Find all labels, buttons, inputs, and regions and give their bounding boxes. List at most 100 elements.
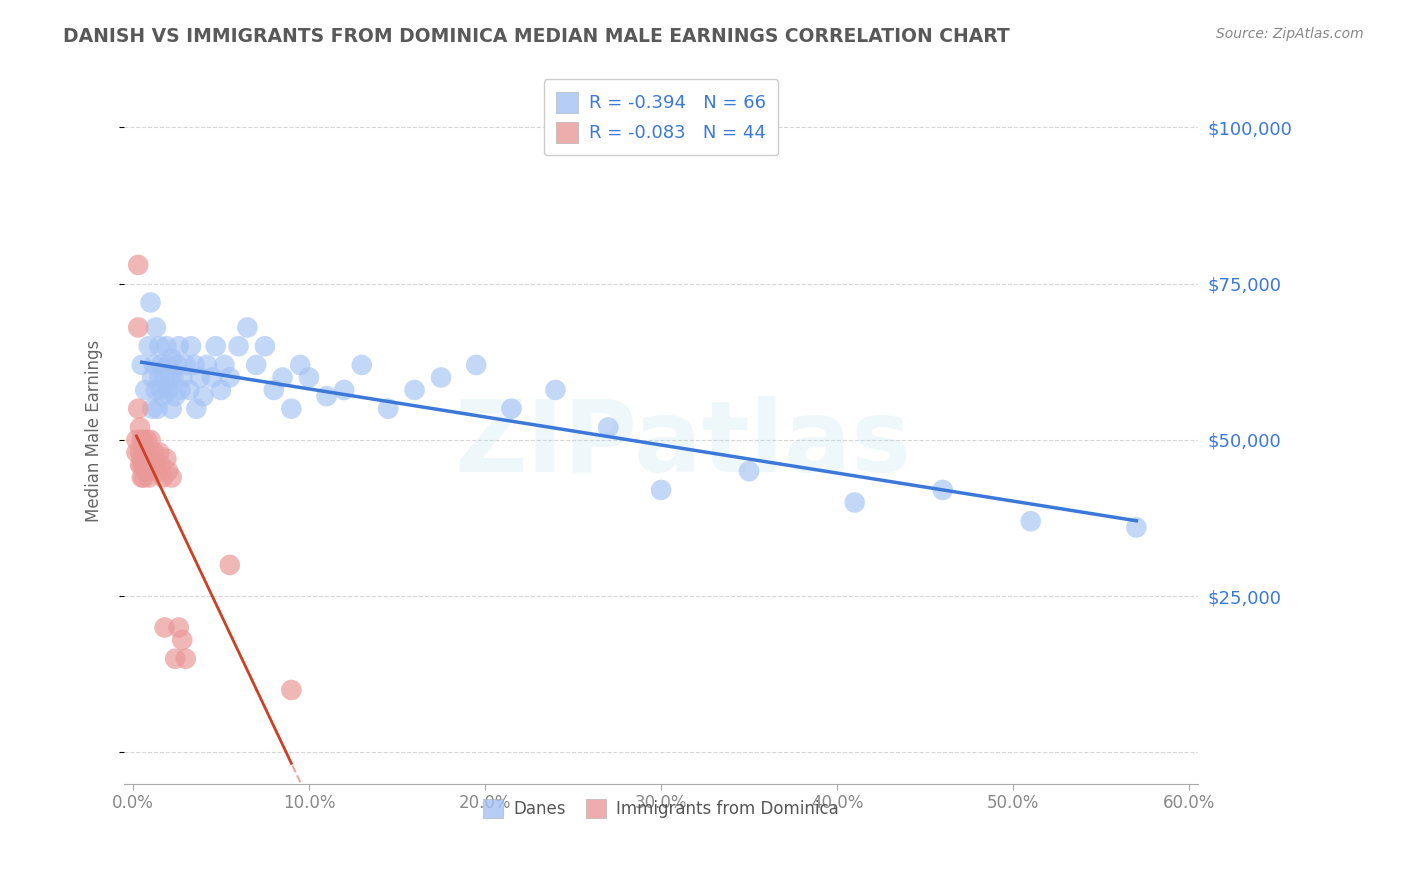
Point [1125,520,1147,534]
Point [141,451,163,466]
Point [141,401,163,416]
Point [129,458,152,472]
Point [209,383,232,397]
Point [139,295,162,310]
Point [174,651,197,665]
Point [162,370,184,384]
Point [844,495,866,509]
Point [141,370,163,384]
Point [738,464,761,478]
Point [136,458,159,472]
Point [139,458,162,472]
Point [129,445,152,459]
Text: DANISH VS IMMIGRANTS FROM DOMINICA MEDIAN MALE EARNINGS CORRELATION CHART: DANISH VS IMMIGRANTS FROM DOMINICA MEDIA… [63,27,1010,45]
Point [134,383,156,397]
Point [131,433,153,447]
Point [157,383,180,397]
Point [179,383,201,397]
Point [129,420,152,434]
Point [218,558,240,572]
Point [131,358,153,372]
Point [174,358,197,372]
Point [148,370,170,384]
Point [136,445,159,459]
Point [134,451,156,466]
Point [138,339,160,353]
Point [186,401,208,416]
Point [333,383,356,397]
Point [132,470,155,484]
Point [172,632,194,647]
Point [150,458,173,472]
Point [298,370,321,384]
Point [125,433,148,447]
Point [143,445,166,459]
Point [280,401,302,416]
Point [404,383,426,397]
Point [131,451,153,466]
Point [544,383,567,397]
Point [228,339,250,353]
Point [1019,514,1042,528]
Point [152,389,174,403]
Point [271,370,294,384]
Point [125,445,148,459]
Point [165,389,187,403]
Point [236,320,259,334]
Point [165,651,187,665]
Point [245,358,267,372]
Point [150,383,173,397]
Text: ZIPatlas: ZIPatlas [454,396,911,493]
Point [501,401,523,416]
Point [932,483,955,497]
Point [167,620,190,634]
Point [201,370,224,384]
Point [155,339,177,353]
Point [218,370,240,384]
Point [146,464,169,478]
Point [172,370,194,384]
Point [136,433,159,447]
Point [465,358,488,372]
Point [134,464,156,478]
Point [139,445,162,459]
Point [214,358,236,372]
Point [152,470,174,484]
Legend: Danes, Immigrants from Dominica: Danes, Immigrants from Dominica [477,792,845,825]
Point [280,683,302,698]
Point [167,339,190,353]
Point [127,401,149,416]
Point [150,358,173,372]
Point [650,483,672,497]
Point [166,358,188,372]
Point [169,383,191,397]
Point [131,470,153,484]
Point [148,445,170,459]
Point [204,339,226,353]
Point [132,433,155,447]
Point [138,470,160,484]
Point [145,383,167,397]
Point [183,358,205,372]
Text: Source: ZipAtlas.com: Source: ZipAtlas.com [1216,27,1364,41]
Point [146,401,169,416]
Point [145,320,167,334]
Point [159,370,181,384]
Point [430,370,453,384]
Point [138,451,160,466]
Point [131,458,153,472]
Point [132,445,155,459]
Point [195,358,218,372]
Point [160,351,183,366]
Point [148,339,170,353]
Point [127,320,149,334]
Point [160,470,183,484]
Y-axis label: Median Male Earnings: Median Male Earnings [86,340,103,522]
Point [157,464,180,478]
Point [153,370,176,384]
Point [160,401,183,416]
Point [132,458,155,472]
Point [153,620,176,634]
Point [263,383,285,397]
Point [180,339,202,353]
